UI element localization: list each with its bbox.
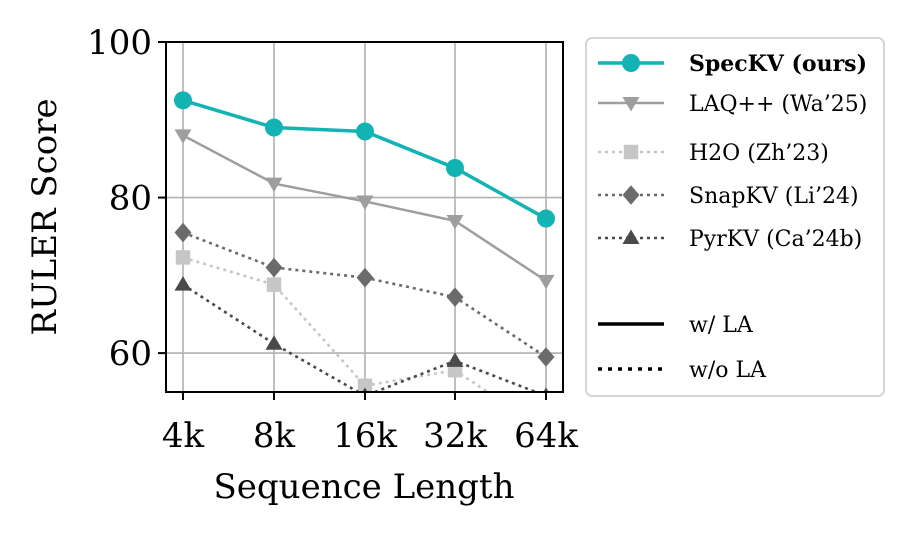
legend-frame	[585, 37, 885, 397]
data-point	[356, 122, 374, 141]
data-point	[175, 250, 191, 265]
series-snapkv-li-24	[174, 222, 555, 367]
y-tick-label: 100	[87, 23, 152, 63]
legend-entry-speckv-ours: SpecKV (ours)	[598, 51, 867, 77]
legend-marker	[622, 229, 640, 244]
legend-entry-h2o-zh-23: H2O (Zh’23)	[598, 141, 829, 166]
data-point	[265, 335, 283, 350]
legend-label: SpecKV (ours)	[689, 51, 867, 77]
data-point	[356, 195, 374, 210]
legend-label: LAQ++ (Wa’25)	[689, 92, 867, 117]
legend-marker	[622, 54, 640, 72]
data-point	[537, 209, 555, 228]
series-line	[182, 283, 540, 392]
data-point	[356, 267, 374, 288]
data-point	[446, 352, 464, 367]
x-tick-label: 64k	[514, 416, 578, 456]
data-point	[174, 91, 192, 110]
legend-marker	[622, 97, 640, 112]
legend-style-label: w/ LA	[689, 313, 754, 338]
data-point	[174, 129, 192, 144]
data-point	[537, 347, 555, 367]
data-point	[265, 177, 283, 193]
y-tick-label: 60	[109, 334, 152, 374]
data-point	[266, 277, 282, 292]
x-tick-label: 4k	[162, 416, 205, 456]
legend-label: SnapKV (Li’24)	[689, 184, 859, 209]
data-point	[265, 118, 283, 137]
data-point	[537, 274, 555, 290]
x-tick-label: 16k	[333, 416, 397, 456]
legend-entry-laq-wa-25: LAQ++ (Wa’25)	[598, 92, 867, 117]
legend-entry-snapkv-li-24: SnapKV (Li’24)	[598, 184, 859, 209]
data-point	[174, 276, 192, 291]
y-axis-title: RULER Score	[25, 98, 65, 335]
legend-label: PyrKV (Ca’24b)	[689, 227, 862, 252]
x-tick-label: 8k	[253, 416, 296, 456]
legend-marker	[622, 185, 640, 205]
data-point	[446, 159, 464, 177]
series-speckv-ours	[174, 91, 555, 228]
x-axis-title: Sequence Length	[214, 467, 515, 507]
series-laq-wa-25	[174, 129, 555, 290]
data-point	[265, 257, 283, 278]
legend-style-label: w/o LA	[689, 358, 767, 383]
data-point	[446, 214, 464, 230]
data-point	[357, 378, 373, 392]
axis-ticks: 4k 8k 16k 32k 64k 60 80 100	[87, 23, 578, 456]
data-point	[174, 222, 192, 243]
legend-style-w-o-la: w/o LA	[598, 358, 767, 383]
data-point	[362, 387, 368, 392]
legend-label: H2O (Zh’23)	[689, 141, 829, 166]
data-point	[446, 287, 464, 307]
data-point	[543, 387, 549, 392]
legend-style-w-la: w/ LA	[598, 313, 754, 338]
legend-entry-pyrkv-ca-24b: PyrKV (Ca’24b)	[598, 227, 862, 252]
y-tick-label: 80	[109, 179, 152, 219]
grid-lines	[166, 41, 563, 392]
series-pyrkv-ca-24b	[174, 276, 549, 392]
x-tick-label: 32k	[423, 416, 487, 456]
legend: SpecKV (ours) LAQ++ (Wa’25) H2O (Zh’23) Sna…	[585, 37, 885, 397]
legend-marker	[623, 144, 639, 160]
series-layer	[174, 91, 555, 392]
